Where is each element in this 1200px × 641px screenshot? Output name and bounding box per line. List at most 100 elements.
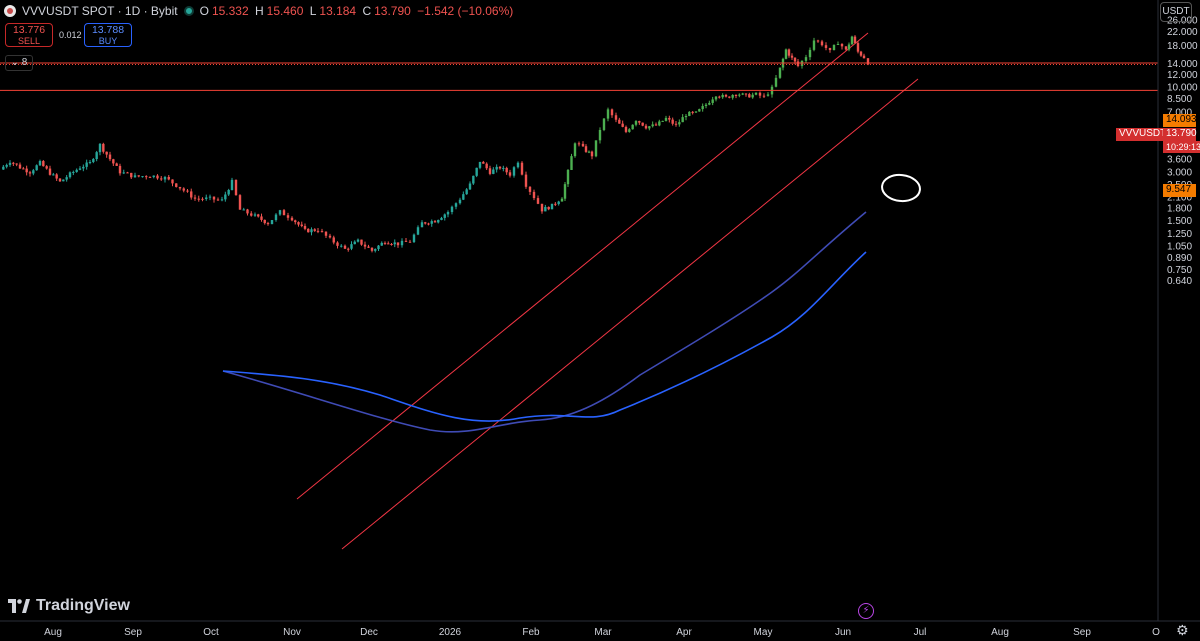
candle-body[interactable]: [492, 169, 495, 174]
candle-body[interactable]: [512, 167, 516, 176]
candle-body[interactable]: [197, 198, 200, 200]
candle-body[interactable]: [65, 177, 68, 180]
candle-body[interactable]: [462, 194, 465, 200]
candle-body[interactable]: [212, 196, 216, 200]
candle-body[interactable]: [408, 241, 412, 243]
candle-body[interactable]: [560, 198, 564, 202]
candle-body[interactable]: [387, 243, 390, 245]
candle-body[interactable]: [694, 111, 698, 113]
candle-body[interactable]: [313, 229, 316, 231]
candle-body[interactable]: [621, 123, 624, 127]
candle-body[interactable]: [440, 217, 443, 220]
candle-body[interactable]: [374, 249, 377, 251]
candle-body[interactable]: [320, 231, 324, 233]
candle-body[interactable]: [482, 161, 485, 164]
candle-body[interactable]: [238, 195, 242, 210]
candle-body[interactable]: [230, 179, 234, 191]
candle-body[interactable]: [220, 199, 224, 201]
candle-body[interactable]: [793, 57, 797, 62]
candle-body[interactable]: [343, 245, 347, 249]
buy-button[interactable]: 13.788 BUY: [84, 23, 132, 47]
candle-body[interactable]: [115, 163, 118, 166]
candle-body[interactable]: [193, 197, 197, 199]
candle-body[interactable]: [62, 179, 65, 182]
candle-body[interactable]: [547, 206, 550, 210]
candle-body[interactable]: [784, 49, 788, 59]
candle-body[interactable]: [581, 143, 585, 147]
candle-body[interactable]: [618, 119, 621, 124]
candle-body[interactable]: [454, 203, 458, 207]
candle-body[interactable]: [832, 44, 836, 51]
candle-body[interactable]: [286, 215, 290, 218]
candle-body[interactable]: [38, 161, 42, 166]
candle-body[interactable]: [540, 203, 544, 212]
candle-body[interactable]: [353, 241, 356, 245]
candle-body[interactable]: [282, 210, 286, 216]
candle-body[interactable]: [130, 172, 133, 178]
candle-body[interactable]: [242, 209, 245, 211]
candle-body[interactable]: [82, 166, 85, 169]
candle-body[interactable]: [360, 239, 363, 245]
candle-body[interactable]: [160, 178, 163, 180]
candle-body[interactable]: [748, 94, 751, 98]
candle-body[interactable]: [741, 93, 744, 95]
candle-body[interactable]: [465, 189, 468, 195]
candle-body[interactable]: [614, 115, 618, 120]
candle-body[interactable]: [508, 172, 512, 176]
candle-body[interactable]: [163, 176, 167, 180]
candle-body[interactable]: [602, 118, 606, 130]
candle-body[interactable]: [5, 164, 8, 167]
candle-body[interactable]: [774, 77, 778, 87]
candle-body[interactable]: [847, 44, 851, 50]
candle-body[interactable]: [383, 242, 387, 244]
candle-body[interactable]: [186, 190, 189, 192]
candle-body[interactable]: [502, 167, 505, 169]
candle-body[interactable]: [820, 41, 824, 46]
channel-upper-line[interactable]: [296, 32, 869, 500]
candle-body[interactable]: [424, 222, 427, 224]
candle-body[interactable]: [250, 213, 253, 216]
candle-body[interactable]: [563, 184, 567, 199]
candle-body[interactable]: [118, 165, 122, 174]
candle-body[interactable]: [190, 191, 193, 198]
candle-body[interactable]: [488, 168, 492, 174]
candle-body[interactable]: [787, 49, 791, 56]
candle-body[interactable]: [758, 92, 762, 96]
candle-body[interactable]: [704, 104, 708, 107]
candle-body[interactable]: [270, 220, 274, 225]
target-circle-drawing[interactable]: [881, 173, 922, 203]
candle-body[interactable]: [446, 212, 450, 215]
candle-body[interactable]: [648, 126, 651, 129]
candle-body[interactable]: [253, 214, 257, 216]
candle-body[interactable]: [122, 172, 125, 174]
candle-body[interactable]: [145, 176, 148, 178]
candle-body[interactable]: [274, 214, 278, 221]
candle-body[interactable]: [528, 186, 532, 192]
candle-body[interactable]: [691, 111, 694, 113]
candle-body[interactable]: [58, 178, 62, 182]
candle-body[interactable]: [48, 168, 52, 175]
candle-body[interactable]: [72, 171, 75, 173]
candle-body[interactable]: [303, 226, 307, 229]
candle-body[interactable]: [141, 176, 144, 178]
candle-body[interactable]: [850, 36, 854, 45]
candle-body[interactable]: [638, 121, 641, 123]
candle-body[interactable]: [266, 223, 270, 225]
candle-body[interactable]: [347, 248, 350, 250]
candle-body[interactable]: [844, 46, 848, 50]
candle-body[interactable]: [731, 94, 734, 98]
candle-body[interactable]: [430, 221, 433, 224]
candle-body[interactable]: [263, 219, 266, 224]
candle-body[interactable]: [778, 67, 782, 78]
candle-body[interactable]: [808, 49, 812, 58]
candle-body[interactable]: [234, 179, 238, 196]
candle-body[interactable]: [205, 197, 208, 200]
candle-body[interactable]: [668, 117, 671, 120]
candle-body[interactable]: [498, 166, 502, 169]
candle-body[interactable]: [516, 162, 520, 168]
candle-body[interactable]: [840, 43, 844, 47]
candle-body[interactable]: [290, 217, 294, 221]
candle-body[interactable]: [12, 162, 15, 164]
candle-body[interactable]: [393, 242, 396, 245]
candle-body[interactable]: [316, 230, 320, 232]
